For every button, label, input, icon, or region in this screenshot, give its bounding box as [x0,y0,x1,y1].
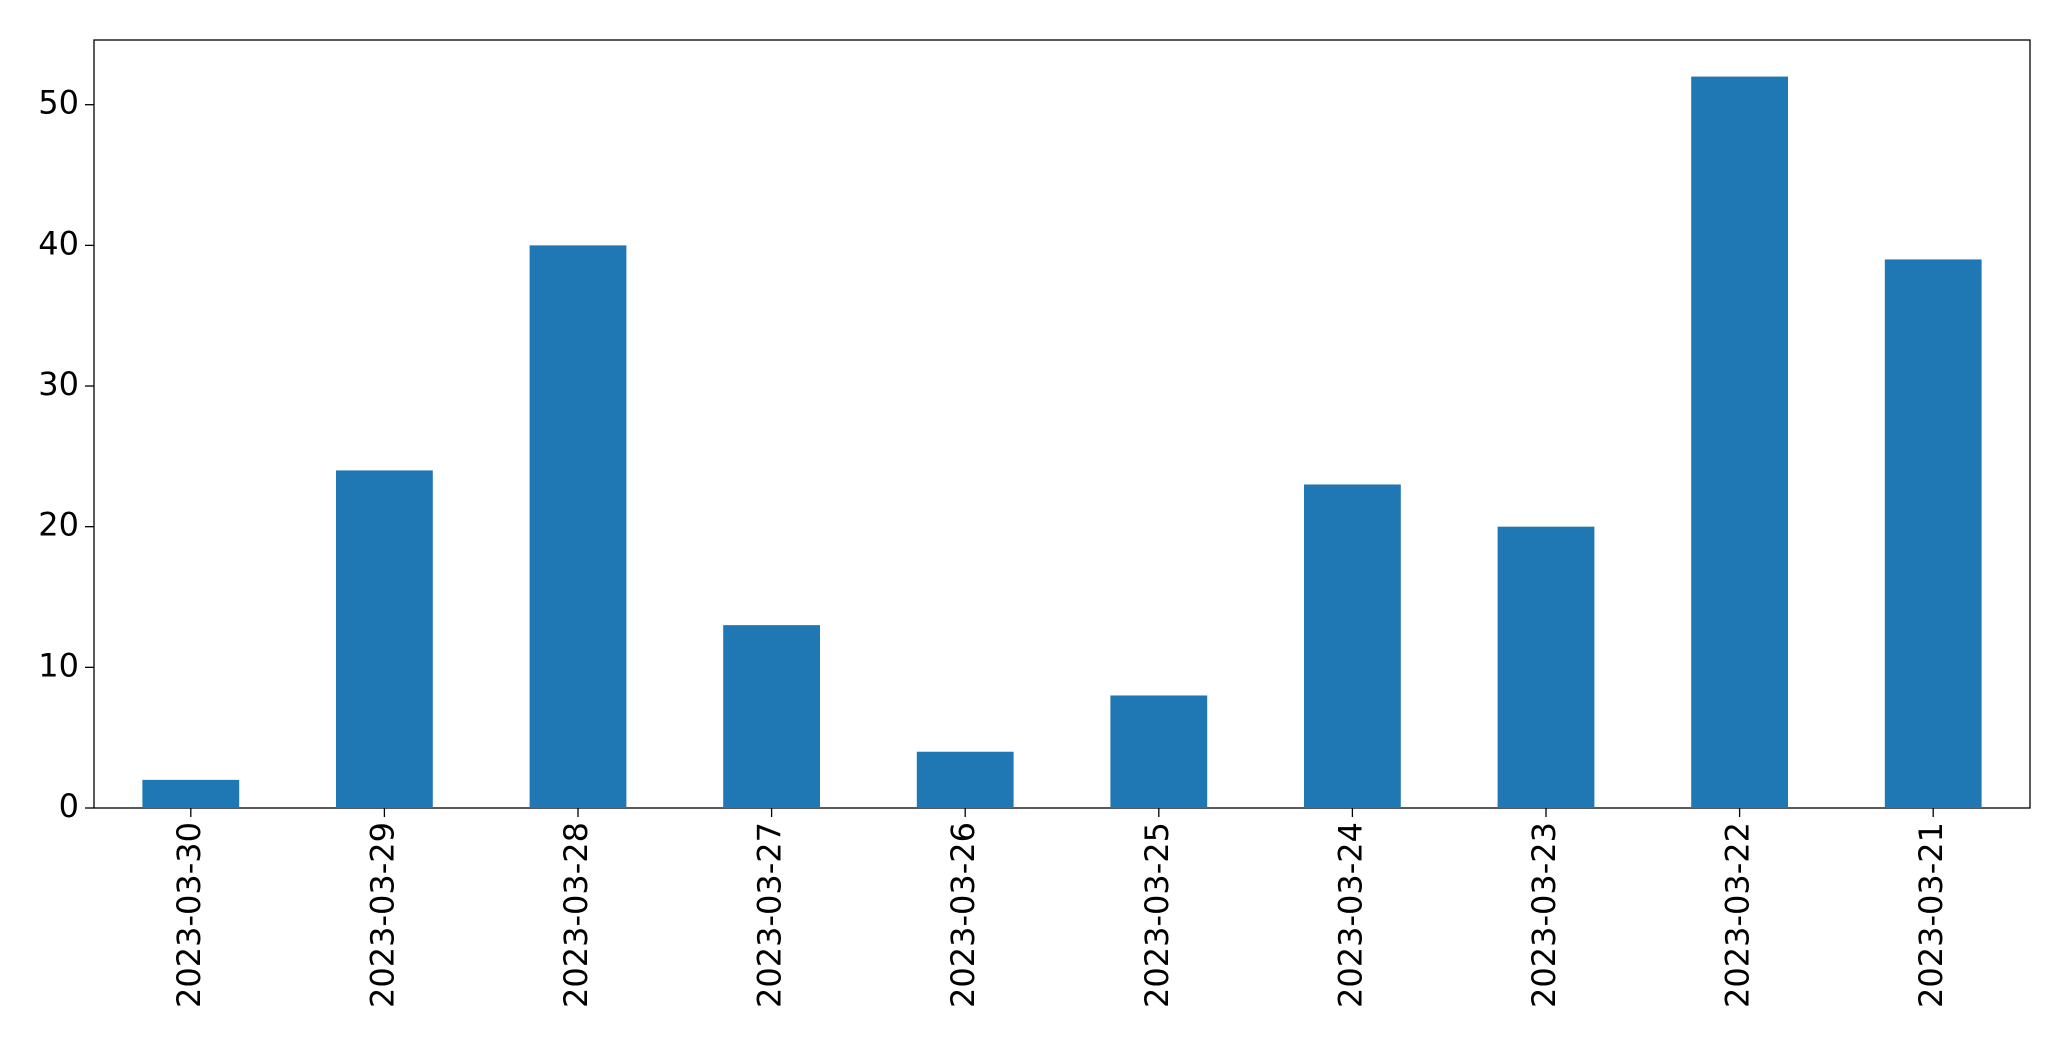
x-tick-label: 2023-03-24 [1331,822,1369,1008]
x-tick-label: 2023-03-28 [557,822,595,1008]
y-tick-label: 10 [38,646,79,684]
x-tick-label: 2023-03-23 [1525,822,1563,1008]
bar [1497,526,1595,808]
x-tick-label: 2023-03-22 [1719,822,1757,1008]
bar [916,751,1014,808]
bar [723,625,820,808]
y-tick-label: 40 [38,224,79,262]
x-tick-label: 2023-03-26 [944,822,982,1008]
bar [529,245,627,808]
x-tick-label: 2023-03-29 [363,822,401,1008]
bar [1884,259,1982,808]
y-tick-label: 30 [38,365,79,403]
bar [1304,484,1401,808]
x-tick-label: 2023-03-21 [1912,822,1950,1008]
bar [142,779,240,808]
x-tick-label: 2023-03-30 [170,822,208,1008]
bar [336,470,433,808]
y-tick-label: 20 [38,506,79,544]
plot-frame [93,39,2031,809]
x-tick-label: 2023-03-25 [1138,822,1176,1008]
x-tick-label: 2023-03-27 [751,822,789,1008]
bar [1110,695,1208,808]
bar [1691,76,1788,809]
y-tick-label: 0 [59,787,79,825]
y-tick-label: 50 [38,84,79,122]
